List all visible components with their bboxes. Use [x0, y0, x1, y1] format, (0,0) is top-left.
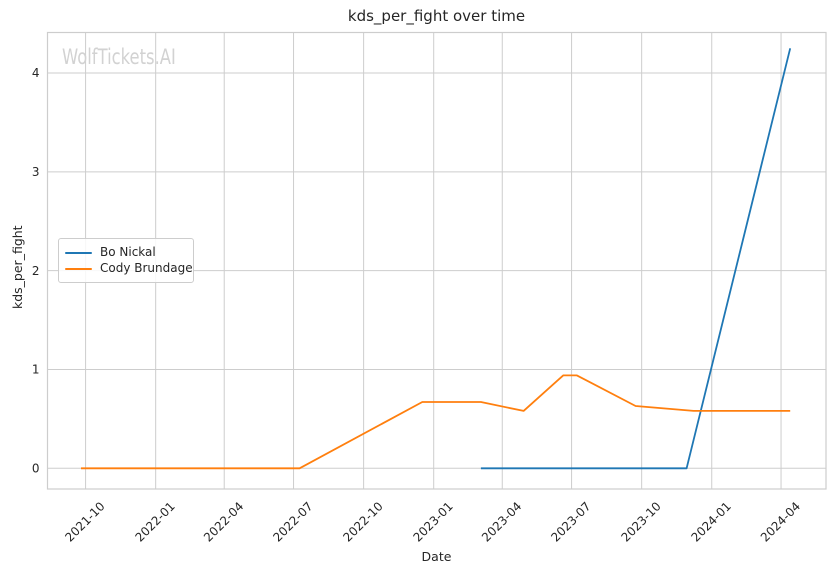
legend: Bo Nickal Cody Brundage	[58, 238, 194, 283]
x-tick-label: 2023-07	[548, 499, 593, 544]
x-axis-label: Date	[421, 549, 452, 564]
y-tick-label: 2	[32, 264, 40, 278]
x-tick-label: 2021-10	[62, 499, 107, 544]
x-tick-label: 2022-04	[201, 499, 246, 544]
y-axis-label: kds_per_fight	[10, 225, 25, 309]
watermark: WolfTickets.AI	[62, 45, 176, 69]
y-tick-label: 3	[32, 165, 40, 179]
legend-item-cody-brundage: Cody Brundage	[65, 261, 193, 276]
x-tick-label: 2024-04	[758, 499, 803, 544]
y-tick-label: 4	[32, 66, 40, 80]
series-line-bo-nickal	[480, 48, 792, 470]
x-tick-label: 2022-01	[132, 499, 177, 544]
series-line-cody-brundage	[81, 374, 791, 470]
x-tick-label: 2023-01	[410, 499, 455, 544]
chart-title: kds_per_fight over time	[347, 7, 526, 25]
y-tick-label: 0	[32, 461, 40, 475]
x-tick-label: 2022-10	[340, 499, 385, 544]
plot-border	[46, 31, 827, 490]
x-tick-label: 2022-07	[270, 499, 315, 544]
legend-line-sample-bo-nickal	[65, 251, 92, 254]
y-tick-label: 1	[32, 363, 40, 377]
x-tick-label: 2023-10	[618, 499, 663, 544]
legend-line-sample-cody-brundage	[65, 267, 92, 270]
x-tick-label: 2023-04	[479, 499, 524, 544]
x-tick-label: 2024-01	[689, 499, 734, 544]
legend-label-bo-nickal: Bo Nickal	[100, 245, 156, 259]
legend-label-cody-brundage: Cody Brundage	[100, 261, 193, 275]
legend-item-bo-nickal: Bo Nickal	[65, 245, 187, 260]
